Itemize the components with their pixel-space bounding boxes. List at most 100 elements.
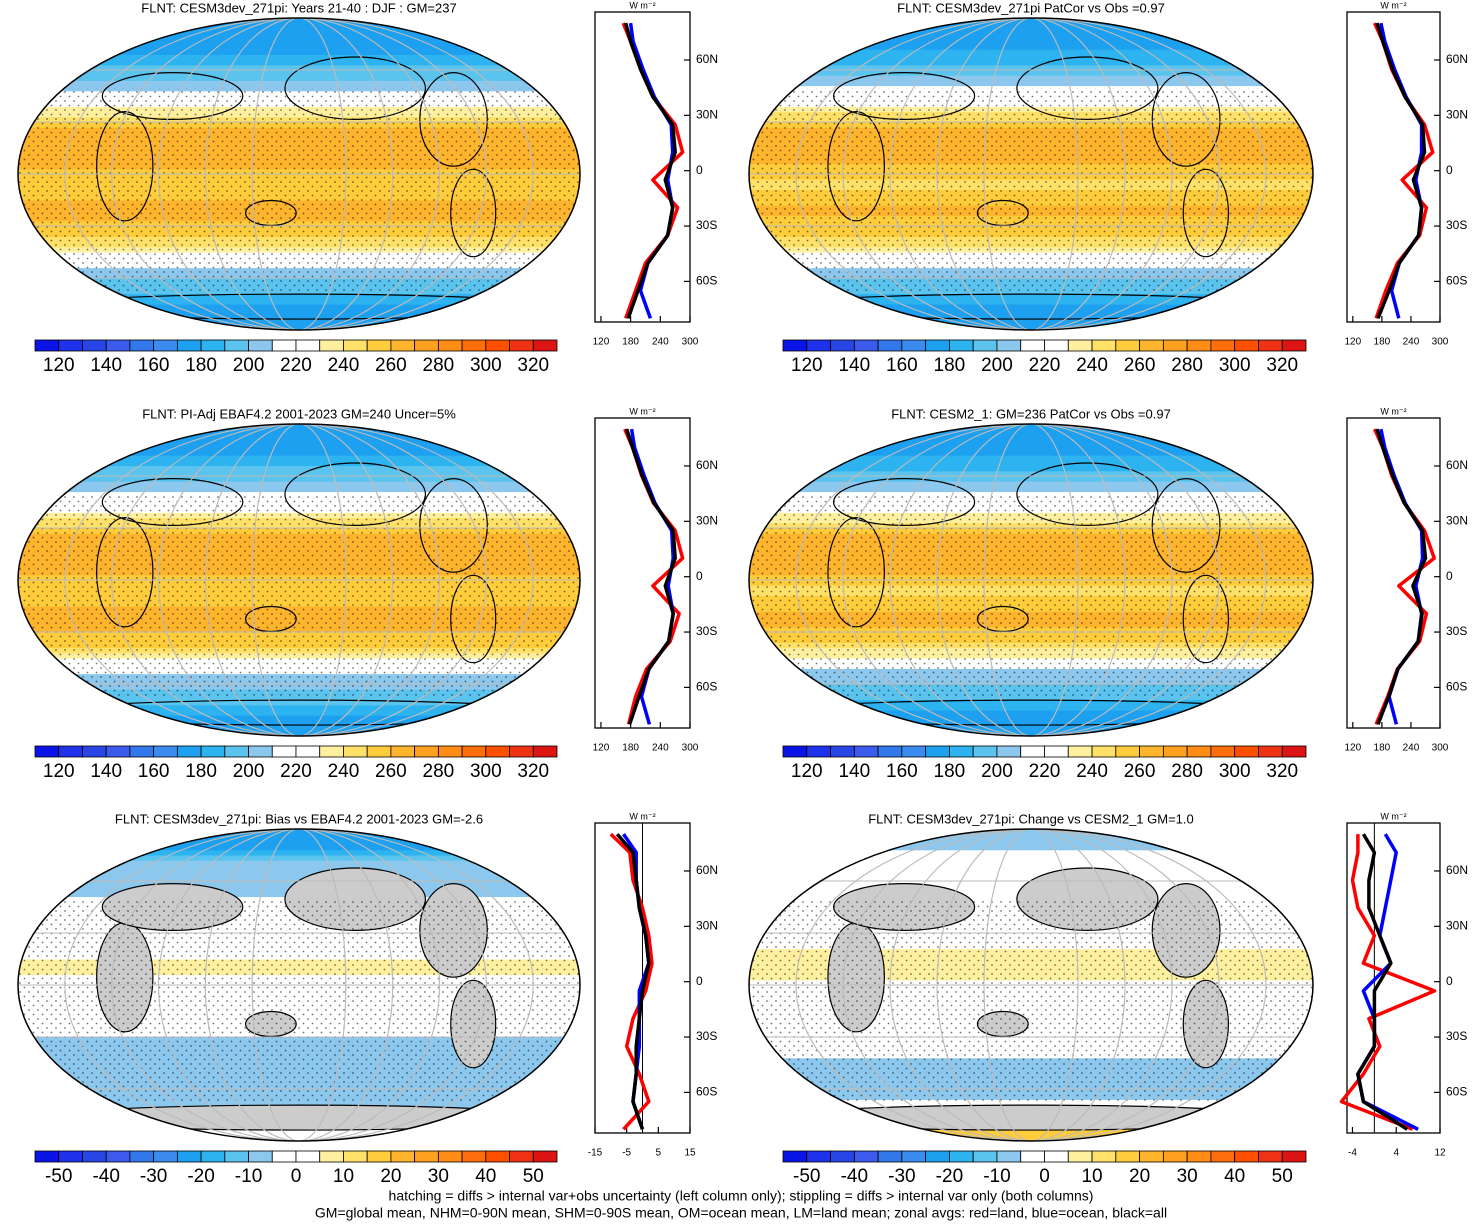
- zonal-line: [1373, 22, 1435, 319]
- colorbar-label: -10: [235, 1166, 262, 1187]
- footer-line: GM=global mean, NHM=0-90N mean, SHM=0-90…: [315, 1205, 1167, 1221]
- colorbar-box: [1115, 339, 1140, 352]
- x-tick-label: 300: [682, 337, 699, 348]
- y-tick-label: 0: [696, 569, 703, 583]
- colorbar-box: [414, 745, 439, 758]
- y-tick-label: 60S: [1446, 274, 1467, 288]
- y-tick-label: 30N: [1446, 514, 1468, 528]
- map-band: [749, 44, 1313, 50]
- colorbar-box: [129, 339, 155, 352]
- zonal-unit: W m⁻²: [1380, 0, 1406, 10]
- colorbar-label: 220: [1029, 761, 1061, 782]
- map-band: [18, 849, 580, 856]
- zonal-unit: W m⁻²: [629, 811, 655, 821]
- map-band: [18, 855, 580, 861]
- map-band: [749, 439, 1313, 446]
- map-band: [18, 725, 580, 732]
- colorbar-box: [877, 745, 903, 758]
- panel: FLNT: CESM3dev_271pi PatCor vs Obs =0.97…: [748, 0, 1468, 376]
- map-border: [17, 828, 581, 1142]
- map-band: [18, 33, 580, 40]
- map-band: [749, 444, 1313, 451]
- map-band: [749, 860, 1313, 866]
- zonal-unit: W m⁻²: [629, 406, 655, 416]
- map-band: [749, 875, 1313, 882]
- colorbar-label: 20: [1129, 1166, 1150, 1187]
- map-border: [748, 828, 1314, 1142]
- graticule: [251, 424, 347, 736]
- graticule: [889, 424, 1173, 736]
- map-band: [18, 288, 580, 295]
- colorbar-box: [509, 745, 534, 758]
- colorbar-label: 50: [1272, 1166, 1293, 1187]
- y-tick-label: 60S: [1446, 1085, 1467, 1099]
- map-band: [749, 319, 1313, 326]
- map: [18, 424, 580, 736]
- graticule: [983, 424, 1079, 736]
- map-band: [749, 75, 1313, 81]
- map-band: [749, 481, 1313, 487]
- colorbar-box: [972, 339, 998, 352]
- colorbar-box: [176, 745, 202, 758]
- continent: [776, 1104, 1286, 1131]
- colorbar-label: 240: [1076, 761, 1108, 782]
- x-tick-label: 300: [1432, 743, 1449, 754]
- colorbar-box: [319, 339, 344, 352]
- x-tick-label: 240: [652, 337, 669, 348]
- map-band: [749, 70, 1313, 76]
- map-border: [17, 17, 581, 331]
- colorbar-box: [224, 339, 249, 352]
- map-band: [18, 64, 580, 71]
- map-band: [18, 720, 580, 727]
- panel: FLNT: CESM2_1: GM=236 PatCor vs Obs =0.9…: [748, 406, 1468, 782]
- map: [749, 18, 1313, 330]
- x-tick-label: 240: [652, 743, 669, 754]
- map-band: [18, 304, 580, 310]
- y-tick-label: 0: [1446, 163, 1453, 177]
- colorbar-box: [996, 745, 1022, 758]
- colorbar-box: [1139, 745, 1164, 758]
- map-band: [749, 298, 1313, 305]
- map-band: [749, 18, 1313, 24]
- colorbar-box: [901, 1150, 927, 1163]
- colorbar-label: 30: [1177, 1166, 1198, 1187]
- colorbar-box: [248, 339, 273, 352]
- colorbar-label: 40: [1224, 1166, 1245, 1187]
- x-tick-label: 180: [622, 743, 639, 754]
- map-band: [18, 699, 580, 706]
- panel-title: FLNT: CESM2_1: GM=236 PatCor vs Obs =0.9…: [891, 406, 1171, 421]
- map-band: [749, 1099, 1313, 1106]
- map-band: [18, 18, 580, 24]
- map-band: [18, 75, 580, 81]
- colorbar-box: [1258, 1150, 1283, 1163]
- map-band: [749, 710, 1313, 716]
- graticule: [983, 18, 1079, 330]
- map-band: [18, 80, 580, 87]
- map-band: [18, 59, 580, 66]
- map-band: [749, 288, 1313, 295]
- map-band: [749, 28, 1313, 35]
- map-band: [18, 465, 580, 472]
- map-band: [18, 860, 580, 866]
- colorbar-label: 240: [328, 355, 360, 376]
- map-band: [749, 324, 1313, 330]
- colorbar-label: 160: [138, 355, 170, 376]
- colorbar-box: [1020, 1150, 1045, 1163]
- colorbar-box: [200, 1150, 226, 1163]
- graticule: [842, 424, 1220, 736]
- map-band: [18, 460, 580, 467]
- graticule: [158, 18, 440, 330]
- panel-title: FLNT: CESM3dev_271pi: Change vs CESM2_1 …: [868, 811, 1194, 826]
- graticule: [795, 829, 1267, 1141]
- zonal-frame: [594, 11, 691, 323]
- panel: FLNT: PI-Adj EBAF4.2 2001-2023 GM=240 Un…: [17, 406, 718, 782]
- graticule: [111, 424, 487, 736]
- zonal-unit: W m⁻²: [629, 0, 655, 10]
- y-tick-label: 30N: [1446, 919, 1468, 933]
- map-band: [749, 730, 1313, 736]
- colorbar-box: [532, 1150, 558, 1163]
- colorbar-label: -30: [140, 1166, 167, 1187]
- zonal-line: [623, 428, 685, 725]
- colorbar-box: [1067, 1150, 1093, 1163]
